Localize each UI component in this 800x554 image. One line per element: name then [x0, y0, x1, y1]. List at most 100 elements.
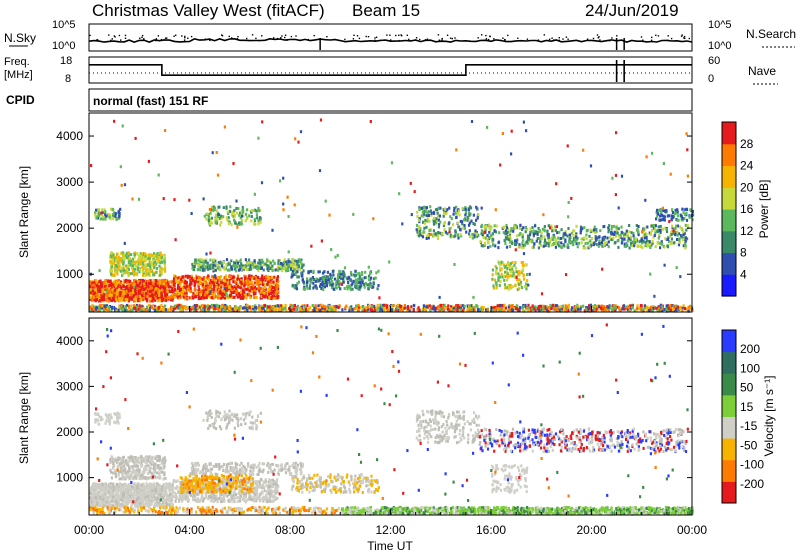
- heatmap-cell: [687, 309, 690, 313]
- heatmap-cell: [520, 286, 523, 289]
- nsearch-point: [280, 37, 282, 39]
- heatmap-cell: [236, 274, 240, 278]
- heatmap-cell: [438, 214, 441, 218]
- heatmap-cell: [295, 267, 298, 271]
- heatmap-cell: [120, 304, 123, 308]
- heatmap-cell: [522, 226, 525, 230]
- heatmap-cell: [514, 239, 517, 243]
- heatmap-cell: [118, 305, 121, 309]
- heatmap-cell: [514, 223, 517, 227]
- heatmap-cell: [127, 264, 130, 268]
- heatmap-cell: [619, 308, 622, 312]
- heatmap-cell: [425, 225, 428, 229]
- heatmap-cell: [516, 304, 519, 308]
- heatmap-cell: [202, 262, 205, 265]
- heatmap-cell: [100, 284, 103, 287]
- heatmap-cell: [569, 240, 572, 244]
- heatmap-cell: [230, 288, 233, 291]
- heatmap-cell: [291, 283, 294, 287]
- heatmap-cell: [657, 305, 660, 309]
- heatmap-cell: [192, 264, 195, 268]
- heatmap-cell: [351, 287, 354, 291]
- heatmap-cell: [682, 211, 685, 215]
- heatmap-cell: [277, 284, 280, 288]
- heatmap-cell: [642, 240, 645, 244]
- heatmap-cell: [506, 261, 510, 264]
- heatmap-cell: [381, 309, 384, 313]
- heatmap-cell: [97, 284, 100, 288]
- heatmap-cell: [497, 277, 500, 281]
- heatmap-cell: [107, 279, 110, 283]
- heatmap-cell: [139, 254, 142, 258]
- heatmap-cell: [195, 308, 198, 312]
- heatmap-cell: [319, 303, 322, 307]
- heatmap-cell: [315, 286, 318, 290]
- heatmap-cell: [120, 260, 123, 264]
- heatmap-cell: [197, 304, 200, 308]
- heatmap-cell: [586, 309, 589, 313]
- nsearch-point: [286, 39, 288, 41]
- freq-label-line2: [MHz]: [4, 69, 33, 81]
- heatmap-cell: [500, 272, 503, 276]
- heatmap-cell: [106, 293, 109, 297]
- heatmap-cell: [98, 214, 101, 218]
- heatmap-cell: [425, 234, 428, 238]
- heatmap-cell: [608, 236, 612, 240]
- heatmap-cell: [127, 257, 130, 261]
- heatmap-cell: [322, 309, 325, 312]
- heatmap-cell: [521, 241, 524, 245]
- heatmap-cell: [534, 231, 537, 235]
- heatmap-cell: [483, 225, 486, 229]
- heatmap-cell: [171, 293, 174, 297]
- heatmap-cell: [463, 304, 466, 308]
- heatmap-cell: [216, 304, 219, 308]
- heatmap-cell: [150, 268, 153, 272]
- heatmap-cell: [189, 307, 192, 311]
- heatmap-cell: [111, 298, 115, 302]
- heatmap-cell: [252, 209, 255, 212]
- heatmap-cell: [235, 293, 238, 297]
- heatmap-cell: [303, 305, 306, 309]
- heatmap-cell: [462, 218, 465, 222]
- heatmap-cell: [277, 262, 280, 266]
- heatmap-cell: [131, 271, 134, 275]
- heatmap-cell: [248, 285, 251, 289]
- heatmap-cell: [176, 276, 179, 280]
- heatmap-cell: [297, 275, 300, 279]
- nsearch-point: [221, 34, 223, 36]
- heatmap-cell: [123, 295, 127, 299]
- heatmap-cell: [233, 213, 236, 217]
- heatmap-cell: [217, 283, 220, 287]
- heatmap-cell: [339, 270, 342, 274]
- heatmap-cell: [219, 223, 222, 227]
- heatmap-cell: [248, 289, 251, 293]
- heatmap-cell: [674, 304, 678, 308]
- heatmap-cell: [128, 253, 132, 256]
- heatmap-cell: [357, 308, 360, 312]
- heatmap-cell: [277, 291, 280, 294]
- heatmap-cell: [214, 285, 217, 288]
- heatmap-cell: [148, 282, 151, 286]
- heatmap-cell: [315, 306, 318, 310]
- heatmap-cell: [188, 283, 192, 287]
- heatmap-cell: [155, 306, 158, 310]
- heatmap-cell: [153, 295, 156, 299]
- heatmap-cell: [141, 270, 144, 273]
- heatmap-cell: [240, 262, 243, 266]
- heatmap-cell: [102, 304, 105, 308]
- heatmap-cell: [667, 236, 670, 240]
- nsearch-point: [608, 40, 611, 42]
- heatmap-cell: [355, 304, 358, 308]
- heatmap-cell: [226, 268, 229, 272]
- heatmap-cell: [233, 261, 236, 265]
- heatmap-cell: [240, 282, 243, 286]
- heatmap-cell: [272, 290, 275, 294]
- nave-right-tick-bottom: 0: [708, 73, 714, 85]
- heatmap-cell: [126, 289, 129, 293]
- heatmap-cell: [583, 226, 586, 230]
- heatmap-cell: [293, 304, 296, 308]
- heatmap-cell: [168, 285, 171, 289]
- heatmap-cell: [390, 307, 393, 311]
- heatmap-cell: [335, 305, 338, 309]
- heatmap-cell: [199, 308, 202, 312]
